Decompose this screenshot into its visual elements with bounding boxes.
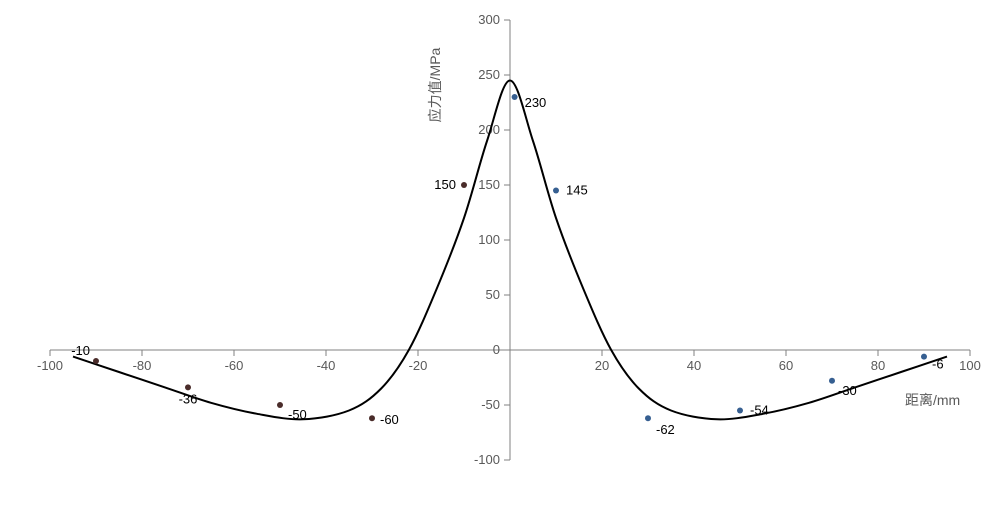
- data-point: [512, 94, 518, 100]
- data-point-label: -50: [288, 407, 307, 422]
- data-point: [737, 408, 743, 414]
- data-point: [461, 182, 467, 188]
- data-point: [277, 402, 283, 408]
- x-tick-label: 20: [595, 358, 609, 373]
- data-point: [185, 384, 191, 390]
- y-tick-label: 150: [478, 177, 500, 192]
- x-tick-label: 100: [959, 358, 981, 373]
- x-tick-label: -80: [133, 358, 152, 373]
- data-point-label: -62: [656, 422, 675, 437]
- x-tick-label: -40: [317, 358, 336, 373]
- data-point-label: 150: [434, 177, 456, 192]
- data-point: [553, 188, 559, 194]
- data-point-label: 145: [566, 183, 588, 198]
- y-tick-label: 0: [493, 342, 500, 357]
- y-tick-label: -100: [474, 452, 500, 467]
- data-point: [645, 415, 651, 421]
- data-point-label: -6: [932, 357, 944, 372]
- x-axis-title: 距离/mm: [905, 392, 960, 408]
- x-tick-label: 60: [779, 358, 793, 373]
- data-point: [921, 354, 927, 360]
- data-point: [93, 358, 99, 364]
- x-tick-label: -60: [225, 358, 244, 373]
- data-point-label: 230: [525, 95, 547, 110]
- y-tick-label: 250: [478, 67, 500, 82]
- data-point-label: -54: [750, 403, 769, 418]
- y-tick-label: 100: [478, 232, 500, 247]
- data-point: [369, 415, 375, 421]
- data-point-label: -30: [838, 383, 857, 398]
- x-tick-label: -20: [409, 358, 428, 373]
- y-tick-label: 300: [478, 12, 500, 27]
- x-tick-label: -100: [37, 358, 63, 373]
- data-point: [829, 378, 835, 384]
- y-axis-title: 应力值/MPa: [427, 47, 443, 122]
- chart-container: -100 -80 -60 -40 -20 20 40 60 80 100 -100 -50 0 50 100…: [0, 0, 1000, 515]
- x-tick-label: 40: [687, 358, 701, 373]
- x-tick-label: 80: [871, 358, 885, 373]
- y-tick-label: 50: [486, 287, 500, 302]
- data-point-label: -36: [179, 391, 198, 406]
- data-point-label: -60: [380, 412, 399, 427]
- data-point-label: -10: [71, 343, 90, 358]
- y-tick-label: -50: [481, 397, 500, 412]
- stress-distance-chart: -100 -80 -60 -40 -20 20 40 60 80 100 -100 -50 0 50 100…: [0, 0, 1000, 515]
